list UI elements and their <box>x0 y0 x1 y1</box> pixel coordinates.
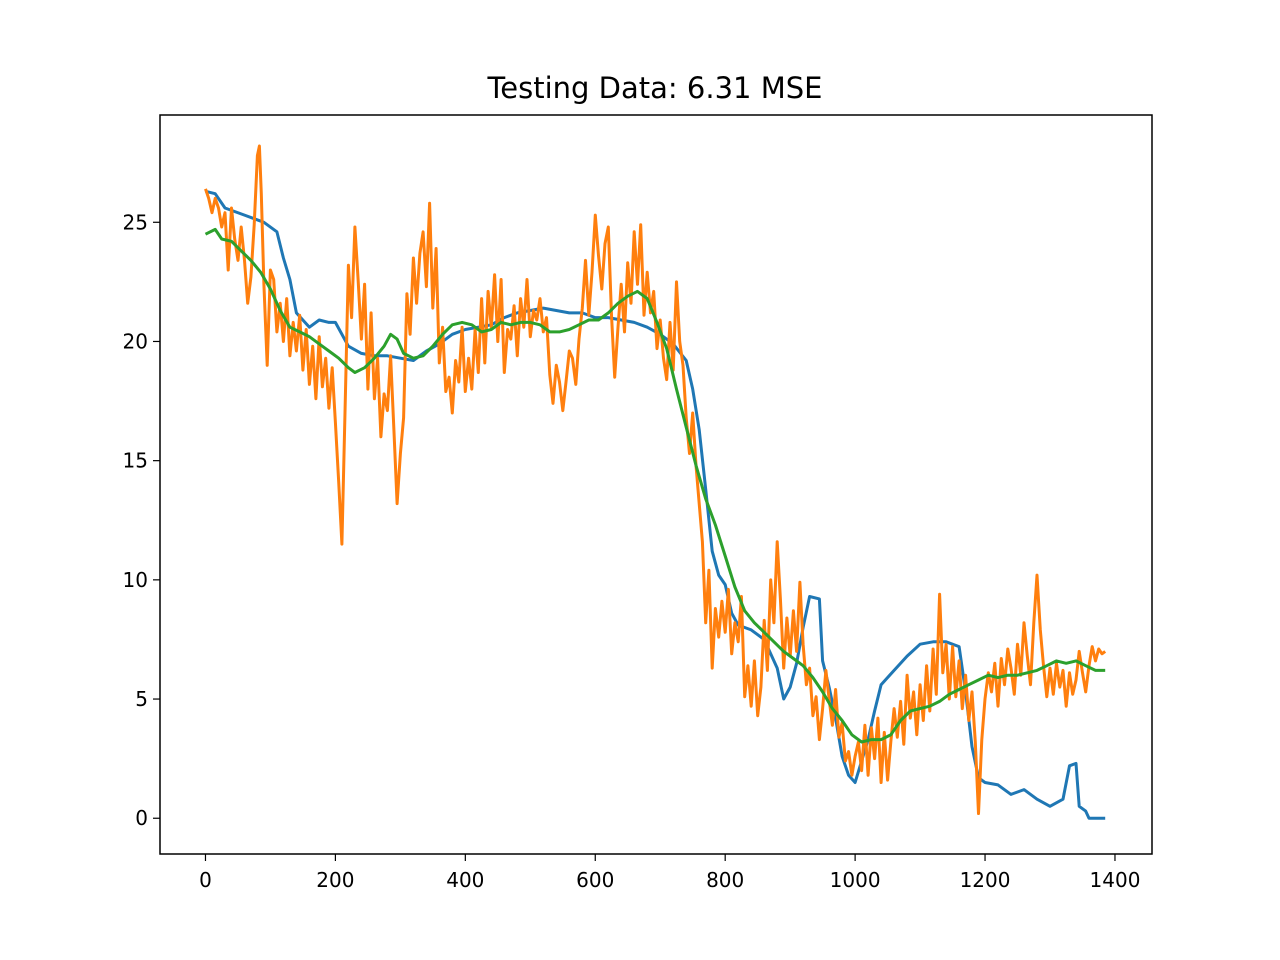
x-tick-label: 0 <box>199 868 212 892</box>
y-tick-label: 25 <box>123 210 148 234</box>
x-tick-label: 600 <box>576 868 614 892</box>
y-tick-label: 0 <box>135 806 148 830</box>
y-tick-label: 15 <box>123 449 148 473</box>
x-tick-label: 200 <box>316 868 354 892</box>
plot-frame <box>159 114 1153 855</box>
x-tick-label: 1000 <box>830 868 881 892</box>
chart-title: Testing Data: 6.31 MSE <box>487 71 823 105</box>
series-line-3 <box>204 227 1106 744</box>
x-tick-label: 1400 <box>1090 868 1141 892</box>
x-tick-label: 800 <box>706 868 744 892</box>
y-tick-label: 5 <box>135 687 148 711</box>
x-tick-label: 1200 <box>960 868 1011 892</box>
tick-layer: 0 200 400 600 800 1000 1200 1400 0 5 10 15 20 25 <box>123 210 1141 892</box>
series-line-2 <box>204 144 1107 815</box>
x-tick-label: 400 <box>446 868 484 892</box>
y-tick-label: 10 <box>123 568 148 592</box>
series-layer <box>204 144 1107 820</box>
y-tick-label: 20 <box>123 329 148 353</box>
